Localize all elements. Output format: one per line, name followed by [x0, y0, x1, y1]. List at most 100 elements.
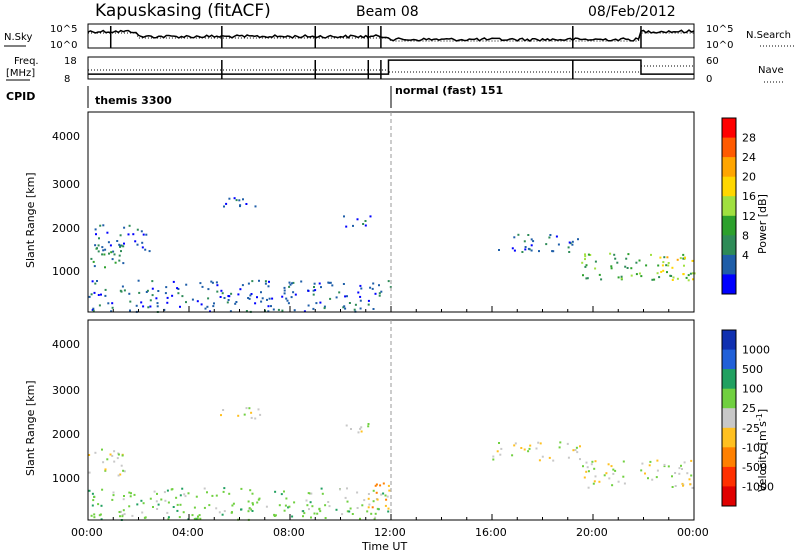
data-cell [196, 517, 199, 520]
data-cell [328, 281, 331, 284]
data-cell [521, 251, 524, 253]
data-cell [123, 495, 125, 497]
data-cell [92, 499, 95, 502]
data-cell [630, 267, 633, 270]
data-cell [638, 259, 641, 262]
data-cell [142, 233, 145, 236]
data-cell [191, 298, 194, 301]
velocity-ylabel: Slant Range [km] [24, 380, 37, 476]
colorbar-swatch [722, 157, 736, 178]
data-cell [258, 279, 260, 282]
freq-tick-low: 8 [64, 74, 70, 85]
data-cell [514, 442, 517, 445]
noise-traces [87, 26, 695, 48]
data-cell [163, 491, 166, 494]
data-cell [584, 258, 586, 261]
data-cell [287, 506, 290, 509]
data-cell [356, 218, 359, 221]
data-cell [149, 497, 152, 500]
data-cell [267, 285, 270, 288]
data-cell [310, 492, 313, 495]
colorbar-swatch [722, 369, 736, 390]
data-cell [684, 256, 686, 259]
data-cell [117, 474, 120, 477]
nave-label: Nave [758, 65, 784, 76]
data-cell [359, 284, 362, 287]
data-cell [635, 273, 638, 276]
data-cell [651, 478, 654, 481]
power-y-axis: 1000 2000 3000 4000 Slant Range [km] [24, 130, 80, 278]
data-cell [248, 407, 251, 410]
data-cell [625, 257, 628, 260]
data-cell [136, 503, 139, 506]
colorbar-swatch [722, 235, 736, 256]
data-cell [164, 292, 167, 295]
power-ytick-1000: 1000 [52, 265, 80, 278]
xtick-2000: 20:00 [576, 526, 608, 539]
data-cell [218, 511, 221, 514]
data-cell [682, 257, 685, 260]
data-cell [376, 498, 379, 501]
data-cell [118, 254, 121, 257]
data-cell [311, 505, 314, 508]
data-cell [111, 302, 114, 305]
data-cell [660, 270, 663, 273]
data-cell [671, 279, 674, 281]
data-cell [613, 253, 616, 256]
data-cell [374, 516, 377, 519]
colorbar-swatch [722, 349, 736, 370]
data-cell [132, 233, 135, 236]
data-cell [382, 482, 385, 485]
data-cell [582, 274, 584, 277]
data-cell [94, 282, 97, 285]
data-cell [239, 205, 241, 208]
data-cell [196, 300, 199, 303]
data-cell [676, 277, 679, 280]
data-cell [222, 409, 225, 411]
data-cell [136, 243, 139, 246]
data-cell [167, 518, 170, 521]
power-ytick-3000: 3000 [52, 178, 80, 191]
data-cell [592, 482, 595, 485]
colorbar-tick: 28 [742, 132, 756, 145]
data-cell [92, 309, 95, 312]
data-cell [182, 511, 185, 514]
data-cell [374, 484, 377, 487]
data-cell [638, 272, 641, 275]
data-cell [683, 264, 685, 267]
data-cell [293, 309, 296, 312]
data-cell [98, 304, 101, 307]
data-cell [247, 510, 250, 513]
data-cell [665, 264, 668, 267]
data-cell [375, 491, 378, 494]
data-cell [343, 215, 345, 218]
colorbar-swatch [722, 486, 736, 507]
data-cell [581, 261, 584, 264]
power-colorbar-label: Power [dB] [756, 194, 769, 254]
data-cell [492, 458, 495, 461]
data-cell [131, 514, 134, 517]
data-cell [113, 450, 116, 453]
data-cell [657, 264, 660, 267]
data-cell [312, 293, 315, 296]
data-cell [517, 233, 520, 236]
data-cell [527, 234, 530, 236]
noise-tick-high-right: 10^5 [706, 24, 733, 35]
data-cell [372, 489, 375, 492]
data-cell [309, 501, 312, 504]
data-cell [99, 224, 102, 227]
data-cell [250, 293, 253, 295]
data-cell [97, 294, 100, 296]
vel-ytick-3000: 3000 [52, 384, 80, 397]
colorbar-tick: -500 [742, 461, 767, 474]
power-ylabel: Slant Range [km] [24, 172, 37, 268]
data-cell [641, 462, 644, 465]
data-cell [321, 492, 324, 495]
data-cell [213, 302, 215, 305]
data-cell [119, 245, 122, 248]
data-cell [690, 459, 693, 462]
velocity-y-axis: 1000 2000 3000 4000 Slant Range [km] [24, 338, 80, 485]
data-cell [280, 493, 283, 496]
data-cell [656, 459, 659, 462]
data-cell [216, 290, 219, 293]
